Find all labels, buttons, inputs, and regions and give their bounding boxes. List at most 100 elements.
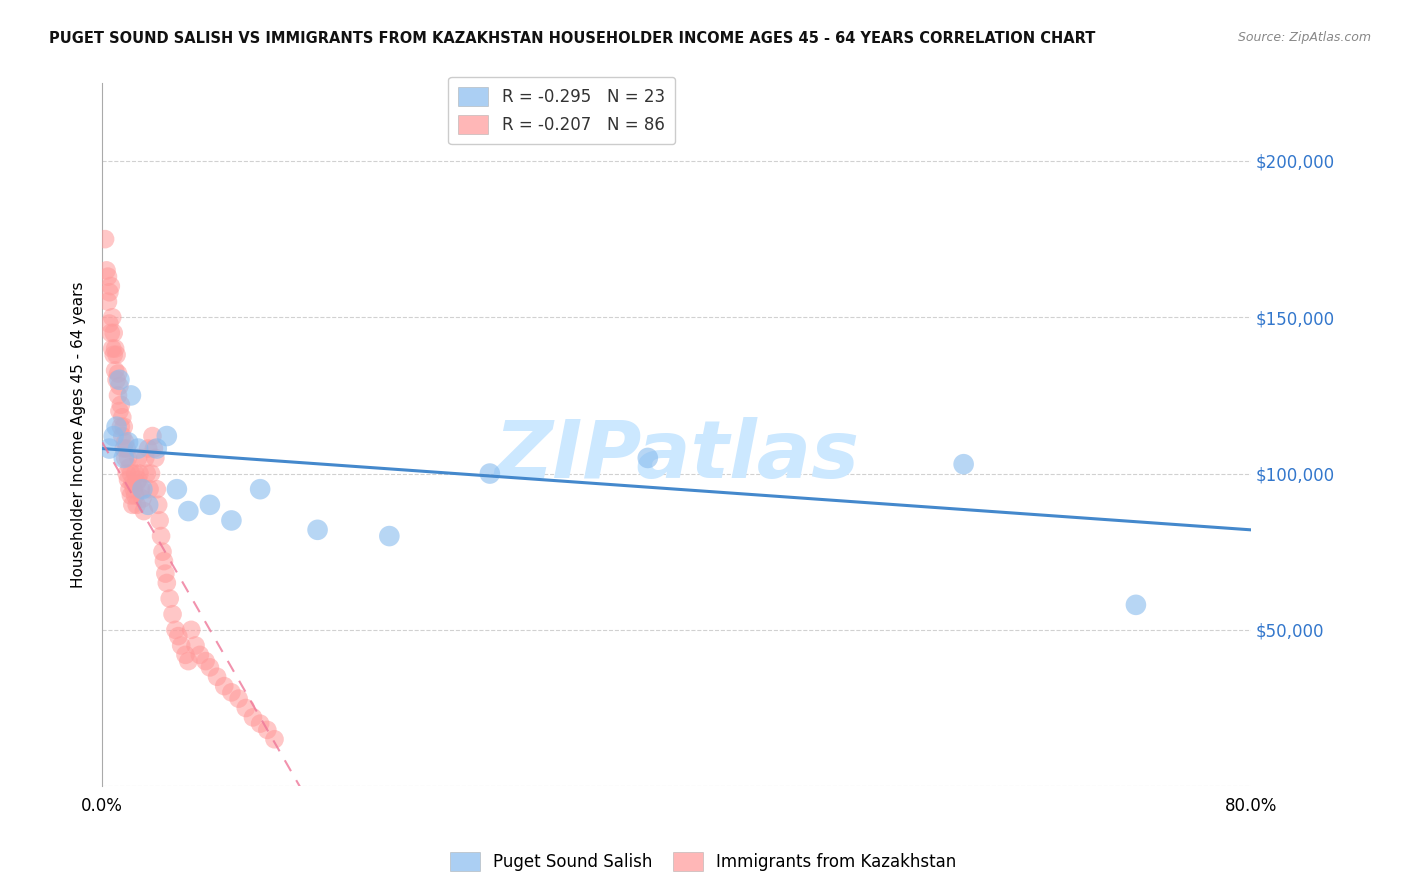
Point <box>110 398 132 412</box>
Point <box>98 317 121 331</box>
Point <box>150 529 173 543</box>
Point <box>205 670 228 684</box>
Point <box>235 701 257 715</box>
Point <box>132 504 155 518</box>
Point <box>112 450 135 465</box>
Point <box>129 482 152 496</box>
Point <box>105 348 128 362</box>
Point <box>221 513 243 527</box>
Point <box>96 263 118 277</box>
Point <box>131 482 153 496</box>
Point <box>125 498 148 512</box>
Point <box>127 473 149 487</box>
Point <box>149 513 172 527</box>
Point <box>166 482 188 496</box>
Point <box>124 467 146 481</box>
Point <box>124 488 146 502</box>
Point <box>162 607 184 622</box>
Point <box>212 679 235 693</box>
Point <box>105 373 128 387</box>
Point <box>307 523 329 537</box>
Point <box>114 450 136 465</box>
Point <box>134 450 156 465</box>
Point <box>117 450 139 465</box>
Point <box>159 591 181 606</box>
Text: ZIPatlas: ZIPatlas <box>494 417 859 494</box>
Point <box>125 475 148 490</box>
Point <box>117 435 139 450</box>
Point <box>242 710 264 724</box>
Point <box>249 716 271 731</box>
Point <box>98 442 121 456</box>
Point <box>139 467 162 481</box>
Point <box>118 482 141 496</box>
Point <box>177 504 200 518</box>
Point <box>177 654 200 668</box>
Point <box>127 442 149 456</box>
Point <box>249 482 271 496</box>
Point <box>97 294 120 309</box>
Point <box>156 576 179 591</box>
Point <box>103 429 125 443</box>
Point <box>108 379 131 393</box>
Point <box>221 685 243 699</box>
Point <box>198 498 221 512</box>
Point <box>108 404 131 418</box>
Point <box>103 348 125 362</box>
Point <box>105 419 128 434</box>
Point <box>112 419 135 434</box>
Point <box>136 498 159 512</box>
Point <box>153 554 176 568</box>
Point <box>135 467 157 481</box>
Point <box>115 467 138 481</box>
Point <box>112 442 135 456</box>
Point <box>194 654 217 668</box>
Point <box>138 482 160 496</box>
Point <box>111 429 134 443</box>
Point <box>110 419 132 434</box>
Point <box>107 367 129 381</box>
Point <box>155 566 177 581</box>
Point <box>156 429 179 443</box>
Point <box>104 342 127 356</box>
Point <box>165 623 187 637</box>
Point <box>128 467 150 481</box>
Point <box>198 660 221 674</box>
Point <box>952 457 974 471</box>
Point <box>188 648 211 662</box>
Text: Source: ZipAtlas.com: Source: ZipAtlas.com <box>1237 31 1371 45</box>
Point <box>170 639 193 653</box>
Point <box>117 473 139 487</box>
Point <box>174 648 197 662</box>
Point <box>378 529 401 543</box>
Point <box>120 388 142 402</box>
Point <box>145 442 167 456</box>
Legend: Puget Sound Salish, Immigrants from Kazakhstan: Puget Sound Salish, Immigrants from Kaza… <box>441 843 965 880</box>
Point <box>122 482 145 496</box>
Point <box>98 285 121 300</box>
Point <box>256 723 278 737</box>
Point <box>637 450 659 465</box>
Point <box>228 691 250 706</box>
Point <box>152 545 174 559</box>
Point <box>127 450 149 465</box>
Point <box>114 435 136 450</box>
Point <box>111 410 134 425</box>
Point <box>101 310 124 325</box>
Point <box>145 482 167 496</box>
Point <box>184 639 207 653</box>
Text: PUGET SOUND SALISH VS IMMIGRANTS FROM KAZAKHSTAN HOUSEHOLDER INCOME AGES 45 - 64: PUGET SOUND SALISH VS IMMIGRANTS FROM KA… <box>49 31 1095 46</box>
Point <box>136 442 159 456</box>
Point <box>104 363 127 377</box>
Point <box>101 342 124 356</box>
Point <box>97 269 120 284</box>
Point <box>143 450 166 465</box>
Point <box>108 373 131 387</box>
Point <box>142 442 165 456</box>
Point <box>263 732 285 747</box>
Y-axis label: Householder Income Ages 45 - 64 years: Householder Income Ages 45 - 64 years <box>72 281 86 588</box>
Point <box>121 498 143 512</box>
Point <box>131 491 153 506</box>
Point <box>180 623 202 637</box>
Point <box>94 232 117 246</box>
